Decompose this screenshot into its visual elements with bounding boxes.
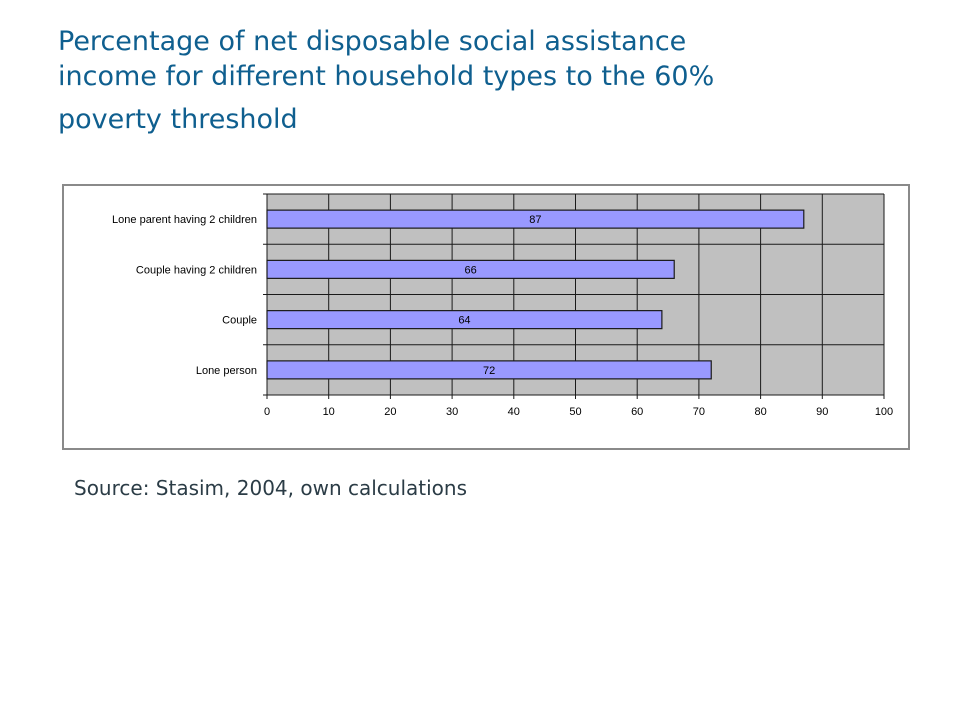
x-tick-label: 10	[323, 406, 335, 418]
bar	[266, 310, 663, 330]
data-label: 66	[464, 264, 476, 276]
bar	[266, 360, 712, 380]
bar	[266, 259, 675, 279]
x-tick-label: 30	[446, 406, 458, 418]
data-label: 87	[529, 214, 541, 226]
title-line-2: income for different household types to …	[58, 61, 715, 93]
category-label: Lone parent having 2 children	[112, 214, 257, 226]
chart-frame: 87 Lone parent having 2 children 66 Couple …	[62, 184, 910, 450]
bar	[266, 209, 805, 229]
x-tick-label: 60	[631, 406, 643, 418]
x-tick-label: 90	[816, 406, 828, 418]
x-tick-label: 0	[264, 406, 270, 418]
source-note: Source: Stasim, 2004, own calculations	[74, 476, 468, 500]
x-tick-label: 20	[384, 406, 396, 418]
x-tick-label: 40	[508, 406, 520, 418]
category-label: Lone person	[196, 365, 257, 377]
x-tick-label: 70	[693, 406, 705, 418]
x-tick-label: 80	[754, 406, 766, 418]
slide-title: Percentage of net disposable social assi…	[58, 24, 918, 137]
category-label: Couple	[222, 315, 257, 327]
category-label: Couple having 2 children	[136, 264, 257, 276]
data-label: 64	[458, 315, 470, 327]
x-tick-label: 100	[875, 406, 893, 418]
x-tick-label: 50	[569, 406, 581, 418]
title-line-3: poverty threshold	[58, 104, 298, 136]
title-line-1: Percentage of net disposable social assi…	[58, 26, 687, 57]
bar-chart: 87 Lone parent having 2 children 66 Couple …	[112, 193, 893, 418]
data-label: 72	[483, 365, 495, 377]
